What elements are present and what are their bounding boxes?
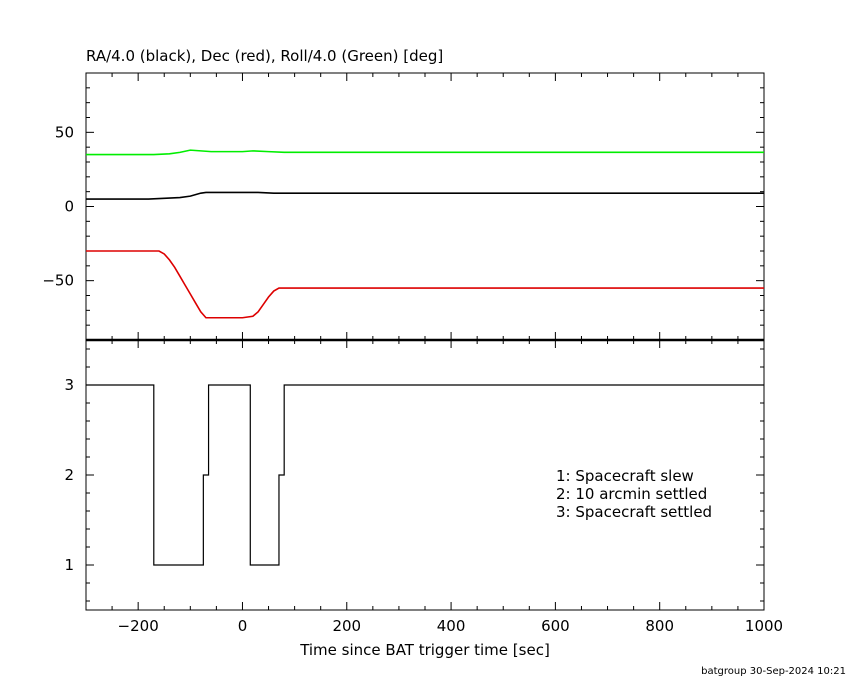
x-axis-label: Time since BAT trigger time [sec]: [299, 641, 550, 659]
x-tick-label: 800: [645, 617, 674, 635]
top-y-tick-label: 50: [55, 123, 74, 141]
bottom-y-tick-label: 1: [64, 556, 74, 574]
bottom-series-line: [86, 384, 764, 566]
top-series-line: [86, 250, 764, 319]
legend-entry: 1: Spacecraft slew: [556, 467, 694, 485]
top-series-line: [86, 191, 764, 200]
x-tick-label: 0: [238, 617, 248, 635]
top-y-tick-label: 0: [64, 198, 74, 216]
chart-title: RA/4.0 (black), Dec (red), Roll/4.0 (Gre…: [86, 47, 443, 65]
top-frame: [85, 72, 765, 341]
top-series-line: [86, 149, 764, 156]
x-tick-label: 200: [332, 617, 361, 635]
footer-stamp: batgroup 30-Sep-2024 10:21: [701, 666, 846, 677]
x-tick-label: 600: [541, 617, 570, 635]
bottom-y-tick-label: 2: [64, 466, 74, 484]
legend-entry: 3: Spacecraft settled: [556, 503, 712, 521]
legend-entry: 2: 10 arcmin settled: [556, 485, 707, 503]
top-panel: −50 0 50: [42, 72, 765, 341]
bottom-y-tick-label: 3: [64, 376, 74, 394]
bottom-panel: 1 2 3 −200 0 200 400 600 800 1000 1: Spacecraft sl…: [64, 339, 783, 635]
x-tick-label: 400: [437, 617, 466, 635]
x-tick-label: −200: [118, 617, 159, 635]
top-y-tick-label: −50: [42, 272, 74, 290]
x-tick-label: 1000: [745, 617, 783, 635]
